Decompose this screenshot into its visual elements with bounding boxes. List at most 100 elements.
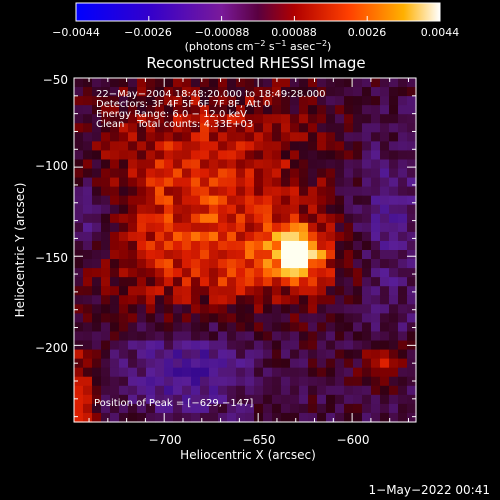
heatmap-cell — [110, 340, 120, 351]
heatmap-cell — [155, 150, 165, 161]
heatmap-cell — [182, 376, 192, 387]
heatmap-cell — [407, 141, 417, 152]
heatmap-cell — [74, 150, 84, 161]
heatmap-cell — [137, 195, 147, 206]
heatmap-cell — [101, 78, 111, 88]
heatmap-cell — [137, 186, 147, 197]
heatmap-cell — [110, 403, 120, 414]
heatmap-cell — [254, 141, 264, 152]
heatmap-cell — [146, 231, 156, 242]
heatmap-cell — [290, 367, 300, 378]
colorbar-unit-mid2: asec — [286, 40, 315, 53]
heatmap-cell — [326, 222, 336, 233]
heatmap-cell — [119, 331, 129, 342]
heatmap-cell — [182, 168, 192, 179]
heatmap-cell — [146, 222, 156, 233]
heatmap-cell — [137, 295, 147, 305]
heatmap-cell — [272, 340, 282, 351]
heatmap-cell — [101, 331, 111, 342]
heatmap-cell — [353, 78, 363, 88]
heatmap-cell — [164, 376, 174, 387]
heatmap-cell — [200, 204, 210, 215]
heatmap-cell — [173, 150, 183, 161]
heatmap-cell — [74, 277, 84, 287]
heatmap-cell — [344, 78, 354, 88]
heatmap-cell — [299, 141, 309, 152]
heatmap-cell — [245, 96, 255, 106]
heatmap-cell — [353, 367, 363, 378]
heatmap-cell — [308, 412, 318, 423]
heatmap-cell — [173, 105, 183, 115]
heatmap-cell — [326, 159, 336, 170]
heatmap-cell — [83, 114, 93, 124]
heatmap-cell — [83, 268, 93, 278]
heatmap-cell — [245, 268, 255, 278]
heatmap-cell — [74, 186, 84, 197]
heatmap-cell — [308, 304, 318, 314]
heatmap-cell — [389, 367, 399, 378]
heatmap-cell — [209, 141, 219, 152]
heatmap-cell — [83, 394, 93, 405]
heatmap-cell — [335, 231, 345, 242]
heatmap-cell — [263, 259, 273, 269]
heatmap-cell — [407, 376, 417, 387]
heatmap-cell — [308, 222, 318, 233]
heatmap-cell — [209, 295, 219, 305]
heatmap-cell — [182, 132, 192, 142]
heatmap-cell — [263, 394, 273, 405]
heatmap-cell — [398, 385, 408, 396]
heatmap-cell — [164, 213, 174, 224]
heatmap-cell — [299, 394, 309, 405]
heatmap-cell — [308, 186, 318, 197]
heatmap-cell — [155, 286, 165, 296]
heatmap-cell — [146, 331, 156, 342]
heatmap-cell — [290, 114, 300, 124]
heatmap-cell — [164, 313, 174, 324]
heatmap-cell — [92, 331, 102, 342]
heatmap-cell — [272, 87, 282, 97]
heatmap-cell — [74, 358, 84, 369]
heatmap-cell — [281, 159, 291, 170]
heatmap-cell — [200, 114, 210, 124]
heatmap-cell — [155, 412, 165, 423]
heatmap-cell — [389, 403, 399, 414]
heatmap-cell — [137, 367, 147, 378]
heatmap-cell — [344, 177, 354, 188]
heatmap-cell — [407, 240, 417, 251]
heatmap-cell — [335, 268, 345, 278]
x-tick-label-0: −700 — [149, 433, 182, 447]
heatmap-cell — [155, 385, 165, 396]
heatmap-cell — [290, 105, 300, 115]
heatmap-cell — [119, 286, 129, 296]
heatmap-cell — [245, 412, 255, 423]
heatmap-cell — [245, 132, 255, 142]
heatmap-cell — [164, 286, 174, 296]
heatmap-cell — [299, 105, 309, 115]
heatmap-cell — [299, 403, 309, 414]
heatmap-cell — [119, 168, 129, 179]
heatmap-cell — [326, 259, 336, 269]
heatmap-cell — [137, 159, 147, 170]
heatmap-cell — [317, 349, 327, 360]
heatmap-cell — [371, 277, 381, 287]
heatmap-cell — [173, 96, 183, 106]
heatmap-cell — [200, 231, 210, 242]
heatmap-cell — [191, 394, 201, 405]
heatmap-cell — [218, 123, 228, 133]
heatmap-cell — [110, 177, 120, 188]
heatmap-cell — [371, 177, 381, 188]
x-tick-label-2: −600 — [337, 433, 370, 447]
heatmap-cell — [281, 268, 291, 278]
heatmap-cell — [344, 159, 354, 170]
heatmap-cell — [317, 313, 327, 324]
heatmap-cell — [326, 105, 336, 115]
heatmap-cell — [101, 367, 111, 378]
heatmap-cell — [245, 340, 255, 351]
heatmap-cell — [83, 204, 93, 215]
heatmap-cell — [200, 376, 210, 387]
heatmap-cell — [245, 394, 255, 405]
heatmap-cell — [218, 277, 228, 287]
heatmap-cell — [281, 367, 291, 378]
heatmap-cell — [398, 367, 408, 378]
heatmap-cell — [245, 105, 255, 115]
